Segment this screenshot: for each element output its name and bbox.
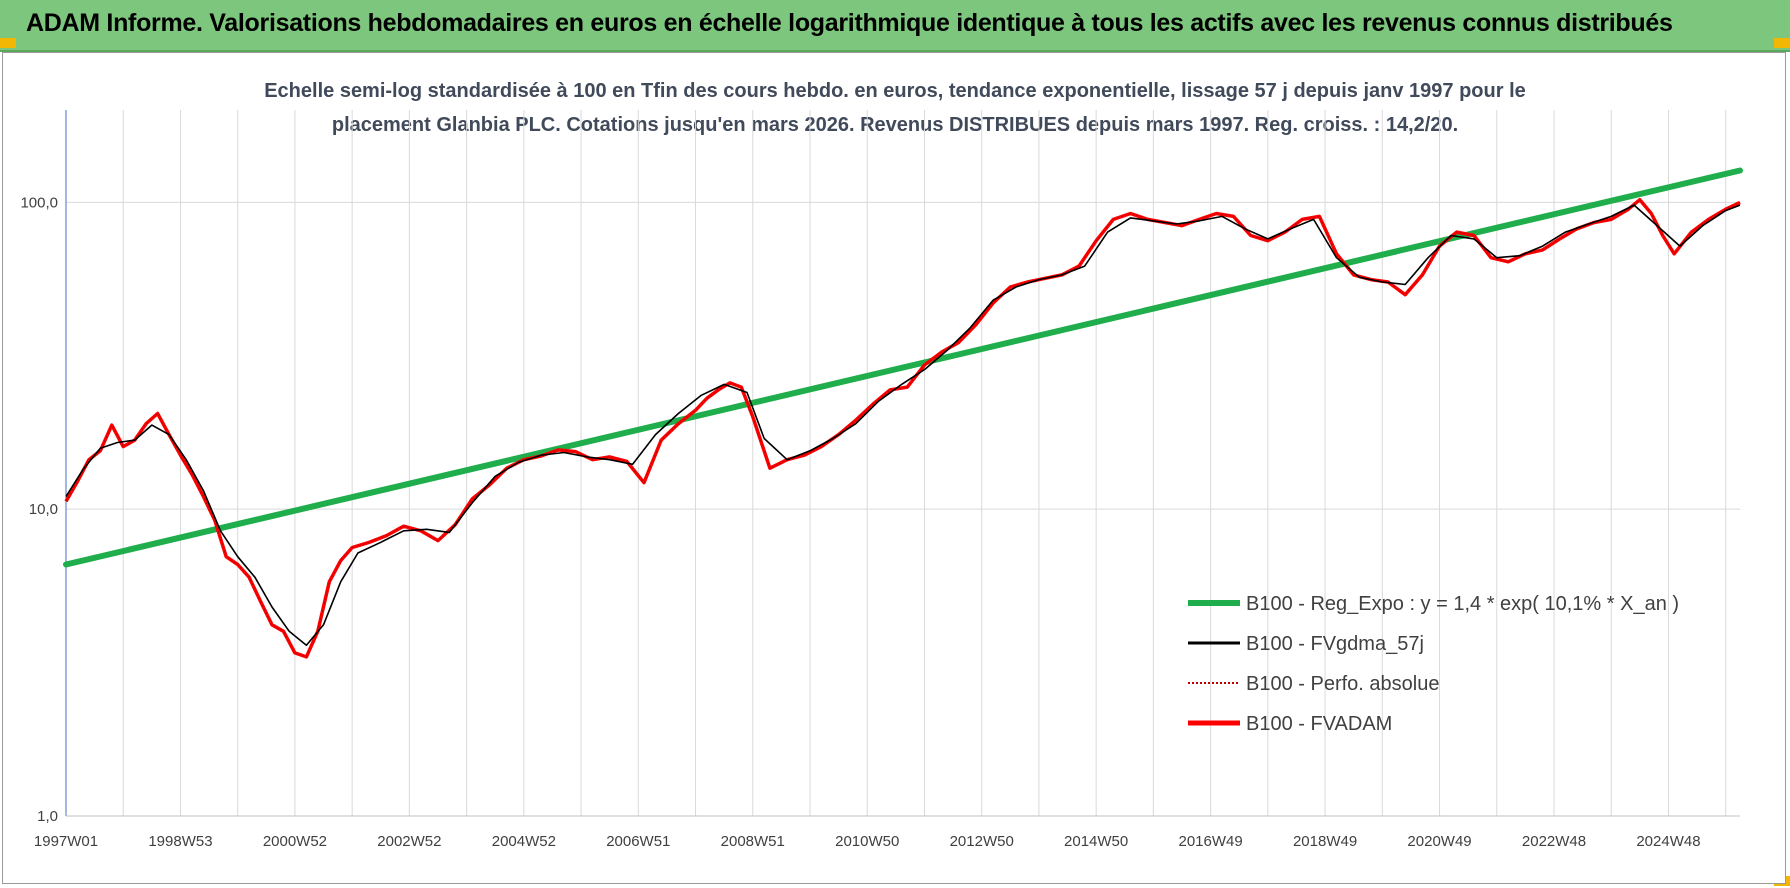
header-banner: ADAM Informe. Valorisations hebdomadaire… <box>0 0 1790 52</box>
legend: B100 - Reg_Expo : y = 1,4 * exp( 10,1% *… <box>1188 593 1679 735</box>
x-tick-label: 2000W52 <box>263 833 327 850</box>
x-tick-label: 2018W49 <box>1293 833 1357 850</box>
series-line-perfo-absolue <box>65 198 1741 658</box>
chart-subtitle-line-1: Echelle semi-log standardisée à 100 en T… <box>264 80 1526 102</box>
series-line-fvadam <box>64 197 1741 659</box>
x-tick-label: 2016W49 <box>1179 833 1243 850</box>
axes: 1,0 10,0 100,0 1997W01 1998W53 2000W52 2002W52… <box>20 110 1740 850</box>
chart-frame <box>2 52 1786 884</box>
x-tick-label: 2008W51 <box>721 833 785 850</box>
y-tick-label: 100,0 <box>20 194 58 211</box>
legend-label-fvadam: B100 - FVADAM <box>1246 713 1392 735</box>
page-title: ADAM Informe. Valorisations hebdomadaire… <box>26 9 1673 37</box>
x-tick-label: 2014W50 <box>1064 833 1128 850</box>
x-tick-label: 1998W53 <box>148 833 212 850</box>
series-line-fvgdma-57j <box>65 204 1741 647</box>
x-tick-label: 2010W50 <box>835 833 899 850</box>
y-tick-label: 1,0 <box>37 808 58 825</box>
x-tick-label: 2012W50 <box>950 833 1014 850</box>
x-tick-label: 2006W51 <box>606 833 670 850</box>
corner-marker-left <box>0 38 16 48</box>
corner-marker-right <box>1774 38 1790 48</box>
x-tick-label: 2024W48 <box>1636 833 1700 850</box>
x-tick-label: 1997W01 <box>34 833 98 850</box>
x-tick-label: 2020W49 <box>1407 833 1471 850</box>
legend-label-reg: B100 - Reg_Expo : y = 1,4 * exp( 10,1% *… <box>1246 593 1679 615</box>
legend-label-abs: B100 - Perfo. absolue <box>1246 673 1439 695</box>
x-tick-label: 2022W48 <box>1522 833 1586 850</box>
grid-lines <box>65 110 1740 817</box>
x-tick-label: 2004W52 <box>492 833 556 850</box>
plot-series <box>63 167 1743 659</box>
x-tick-label: 2002W52 <box>377 833 441 850</box>
legend-label-ma: B100 - FVgdma_57j <box>1246 633 1424 655</box>
series-line-reg-expo <box>63 167 1743 568</box>
y-tick-label: 10,0 <box>29 501 58 518</box>
chart-subtitle-line-2: placement Glanbia PLC. Cotations jusqu'e… <box>332 114 1458 136</box>
